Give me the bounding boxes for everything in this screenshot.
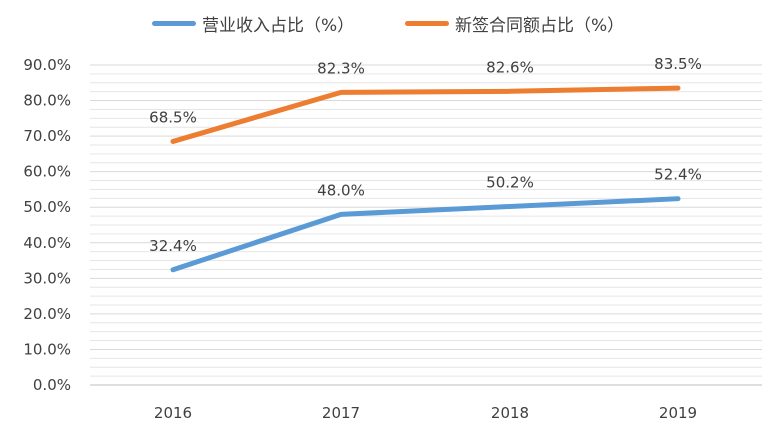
y-tick-label: 70.0% xyxy=(23,127,71,145)
y-tick-label: 50.0% xyxy=(23,198,71,216)
legend-item-contract-share[interactable]: 新签合同额占比（%） xyxy=(405,10,624,36)
legend-swatch-contract-share xyxy=(405,20,449,26)
x-tick-label: 2019 xyxy=(659,404,697,422)
x-tick-label: 2016 xyxy=(154,404,192,422)
data-label: 32.4% xyxy=(149,237,197,255)
data-label: 52.4% xyxy=(654,166,702,184)
legend-swatch-revenue-share xyxy=(152,20,196,26)
y-tick-label: 60.0% xyxy=(23,163,71,181)
y-tick-label: 0.0% xyxy=(33,376,71,394)
x-axis: 2016 2017 2018 2019 xyxy=(154,404,697,422)
legend-item-revenue-share[interactable]: 营业收入占比（%） xyxy=(152,10,354,36)
data-label: 82.6% xyxy=(486,58,534,76)
legend-label-contract-share: 新签合同额占比（%） xyxy=(455,15,625,36)
data-label: 68.5% xyxy=(149,108,197,126)
gridlines xyxy=(90,64,762,386)
y-tick-label: 30.0% xyxy=(23,269,71,287)
data-label: 83.5% xyxy=(654,55,702,73)
y-tick-label: 90.0% xyxy=(23,56,71,74)
series-lines xyxy=(170,85,681,273)
series-line-0[interactable] xyxy=(170,196,681,273)
chart-legend: 营业收入占比（%） 新签合同额占比（%） xyxy=(0,10,779,36)
data-label: 82.3% xyxy=(317,59,365,77)
data-label: 50.2% xyxy=(486,174,534,192)
data-labels: 32.4% 48.0% 50.2% 52.4% 68.5% 82.3% 82.6% 83.5% xyxy=(149,55,702,255)
y-tick-label: 80.0% xyxy=(23,92,71,110)
y-axis: 0.0% 10.0% 20.0% 30.0% 40.0% 50.0% 60.0% 70.0% 8… xyxy=(23,56,71,394)
y-tick-label: 20.0% xyxy=(23,305,71,323)
series-line-1[interactable] xyxy=(170,85,681,144)
legend-label-revenue-share: 营业收入占比（%） xyxy=(202,15,355,36)
x-tick-label: 2017 xyxy=(322,404,360,422)
x-tick-label: 2018 xyxy=(491,404,529,422)
y-tick-label: 40.0% xyxy=(23,234,71,252)
data-label: 48.0% xyxy=(317,181,365,199)
y-tick-label: 10.0% xyxy=(23,340,71,358)
